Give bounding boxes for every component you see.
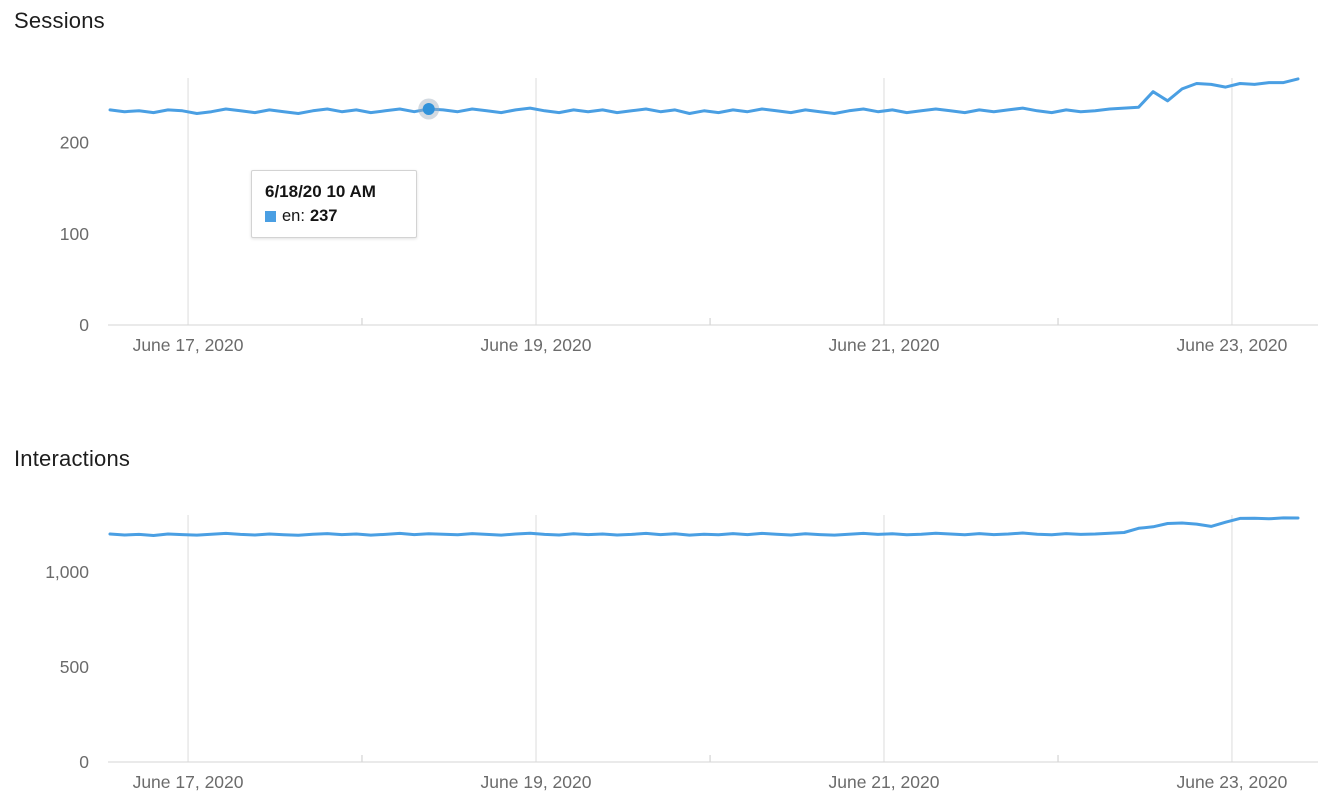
series-swatch-icon [265,211,276,223]
x-axis-tick-label: June 23, 2020 [1176,772,1287,792]
x-axis-tick-label: June 17, 2020 [133,772,244,792]
x-axis-tick-label: June 21, 2020 [829,772,940,792]
x-axis-tick-label: June 19, 2020 [481,772,592,792]
sessions-chart-title: Sessions [14,8,105,33]
tooltip-series-label: en: [282,207,305,226]
y-axis-tick-label: 100 [60,224,89,244]
tooltip-date: 6/18/20 10 AM [265,182,376,201]
chart-tooltip: 6/18/20 10 AM en: 237 [251,170,417,239]
y-axis-tick-label: 0 [79,752,89,772]
interactions-chart-title: Interactions [14,446,131,471]
y-axis-tick-label: 500 [60,657,89,677]
interactions-series-line[interactable] [108,516,1300,537]
x-axis-tick-label: June 23, 2020 [1176,335,1287,355]
y-axis-tick-label: 1,000 [45,562,89,582]
tooltip-series-value: 237 [309,207,338,226]
tooltip-series-row: en: 237 [265,207,403,226]
hover-point-marker[interactable] [422,102,435,115]
y-axis-tick-label: 0 [79,315,89,335]
x-axis-tick-label: June 21, 2020 [829,335,940,355]
sessions-series-line[interactable] [108,77,1300,115]
x-axis-tick-label: June 19, 2020 [481,335,592,355]
y-axis-tick-label: 200 [60,133,89,153]
x-axis-tick-label: June 17, 2020 [133,335,244,355]
